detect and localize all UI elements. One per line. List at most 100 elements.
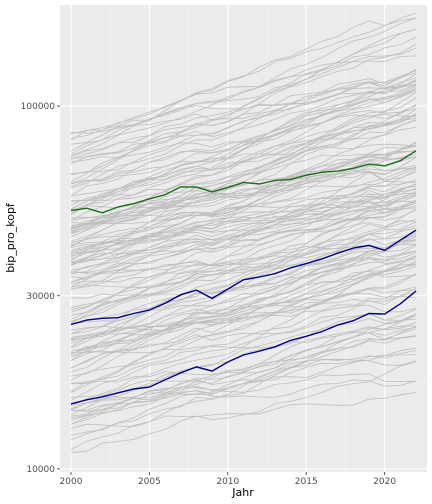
background-line [70,157,417,320]
background-line [70,156,417,255]
background-line [70,150,417,202]
background-line [70,171,417,224]
background-line [70,72,417,159]
background-line [70,252,417,324]
background-line [70,288,417,401]
x-tick-label: 2000 [60,477,83,487]
background-line [70,200,417,231]
background-line [70,79,417,206]
background-line [70,28,417,158]
background-line [70,240,417,279]
background-line [70,109,417,261]
background-line [70,167,417,211]
background-line [70,183,417,283]
series-line [70,150,417,214]
background-line [70,207,417,245]
background-line [70,250,417,299]
background-line [70,73,417,216]
background-line [70,328,417,436]
background-line [70,68,417,189]
background-line [70,192,417,244]
y-tick-label: 30000 [26,292,55,302]
background-line [70,190,417,349]
background-line [70,250,417,324]
background-line [70,234,417,274]
background-line [70,273,417,369]
background-line [70,373,417,412]
background-line [70,232,417,290]
background-line [70,270,417,352]
background-line [70,265,417,342]
background-line [70,55,417,135]
background-line [70,221,417,309]
x-axis-title: Jahr [231,486,254,499]
y-axis-title: bip_pro_kopf [4,202,17,273]
background-line [70,47,417,145]
background-lines [70,12,417,454]
background-line [70,194,417,322]
background-line [70,243,417,311]
background-line [70,260,417,406]
x-tick-label: 2020 [373,477,396,487]
background-line [70,84,417,134]
x-axis: 2000 2005 2010 2015 2020 [60,472,396,487]
series-lines [70,150,417,405]
background-line [70,315,417,450]
background-line [70,85,417,221]
background-line [70,17,417,141]
background-line [70,141,417,274]
background-line [70,361,417,454]
background-line [70,313,417,410]
background-line [70,202,417,273]
x-tick-label: 2015 [295,477,318,487]
background-line [70,166,417,230]
background-line [70,81,417,160]
background-line [70,88,417,210]
background-line [70,313,417,417]
background-line [70,114,417,210]
background-line [70,286,417,355]
background-line [70,199,417,262]
background-line [70,239,417,377]
y-axis: 10000 30000 100000 [21,102,60,475]
background-line [70,358,417,398]
background-line [70,167,417,288]
background-line [70,143,417,185]
background-line [70,202,417,264]
background-line [70,184,417,322]
series-line [70,290,417,405]
background-line [70,108,417,184]
y-tick-label: 100000 [21,102,56,112]
background-line [70,36,417,155]
background-line [70,392,417,429]
background-line [70,225,417,348]
background-line [70,171,417,219]
y-tick-label: 10000 [26,465,55,475]
background-line [70,327,417,441]
background-line [70,185,417,288]
background-line [70,289,417,384]
background-line [71,313,417,353]
background-line [70,105,417,247]
background-line [70,347,417,425]
background-line [70,81,417,165]
background-line [70,115,417,238]
background-line [70,187,417,313]
background-line [70,325,417,425]
plot-panel [60,5,427,472]
background-line [70,169,417,264]
background-line [70,220,417,271]
background-line [70,70,417,174]
background-line [70,244,417,361]
background-line [70,321,417,421]
background-line [70,104,417,229]
background-line [70,194,417,258]
background-line [70,88,417,187]
background-line [70,119,417,266]
x-tick-label: 2010 [216,477,239,487]
x-tick-label: 2005 [138,477,161,487]
background-line [70,331,417,358]
background-line [70,205,417,335]
background-line [70,17,417,156]
